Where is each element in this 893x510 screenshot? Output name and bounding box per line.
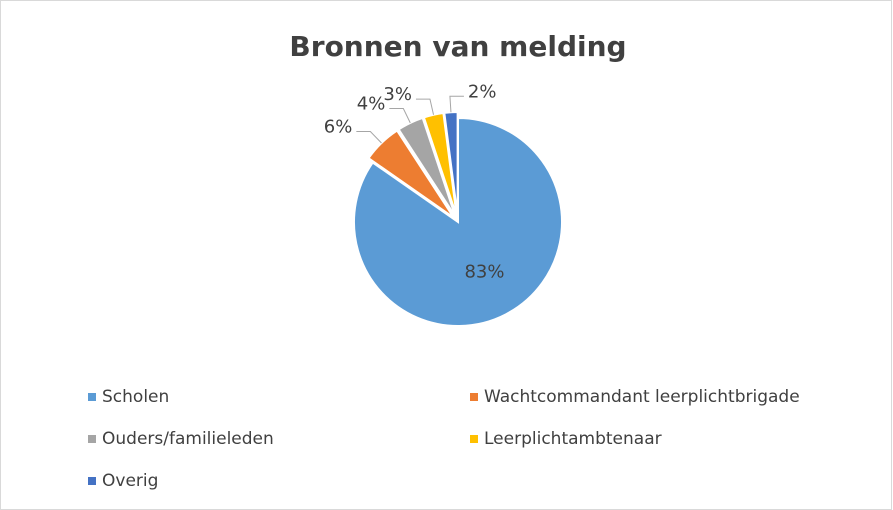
legend-swatch — [470, 435, 478, 443]
chart-title: Bronnen van melding — [289, 30, 626, 63]
legend-label: Ouders/familieleden — [102, 429, 274, 449]
data-label: 6% — [324, 116, 353, 137]
data-label: 4% — [357, 93, 386, 114]
legend-swatch — [88, 435, 96, 443]
pie-slice — [353, 116, 563, 327]
data-label: 83% — [464, 262, 504, 283]
legend-swatch — [88, 477, 96, 485]
leader-line — [389, 107, 411, 124]
legend-label: Leerplichtambtenaar — [484, 429, 662, 449]
legend-label: Scholen — [102, 387, 169, 407]
legend-label: Overig — [102, 471, 158, 491]
legend-label: Wachtcommandant leerplichtbrigade — [484, 387, 800, 407]
legend-swatch — [88, 393, 96, 401]
leader-line — [449, 95, 464, 113]
leader-line — [415, 98, 435, 115]
pie-slice — [367, 129, 455, 219]
leader-line — [356, 130, 382, 144]
legend-swatch — [470, 393, 478, 401]
data-label: 3% — [383, 84, 412, 105]
data-label: 2% — [468, 81, 497, 102]
